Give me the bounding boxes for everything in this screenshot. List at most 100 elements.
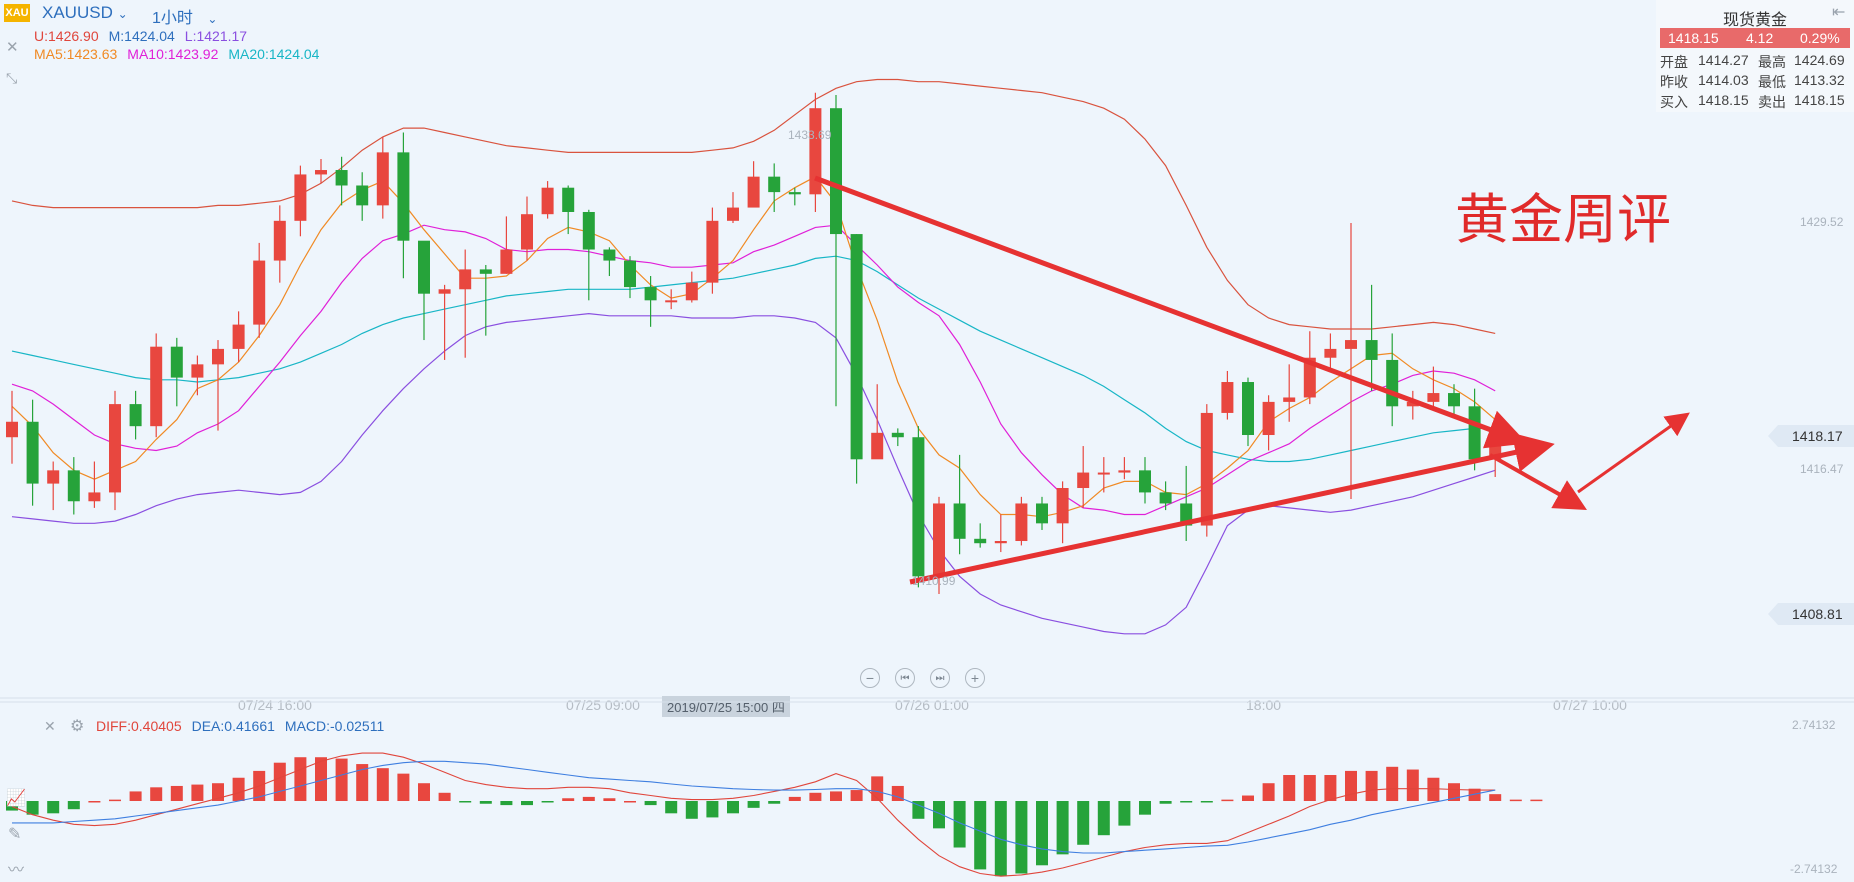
current-price-tag: 1418.17 [1768,425,1854,447]
zoom-in-button[interactable]: + [965,668,985,688]
candle-body [871,432,884,460]
ohlc-u: U:1426.90 [34,28,99,44]
macd-dea: DEA:0.41661 [191,718,275,734]
macd-hist-bar [1036,801,1048,866]
time-cursor-label: 2019/07/25 15:00 四 [662,696,790,717]
candle-body [933,503,945,577]
boll-lower-line [11,312,1496,635]
macd-hist-bar [809,792,822,801]
up-scenario-arrow [1577,412,1690,494]
macd-hist-bar [67,801,80,810]
macd-hist-bar [891,785,904,801]
candle-body [335,170,348,186]
candle-body [47,470,60,484]
boll-upper-line [11,78,1496,334]
down-scenario-arrow [1489,453,1587,510]
candle-body [232,324,245,349]
candle-body [644,287,657,301]
ask-value: 1418.15 [1794,92,1845,108]
panel-toggle-icon[interactable]: ⇤ [1832,4,1846,21]
scroll-end-button[interactable]: ⏭ [930,668,950,688]
time-label-5: 07/27 10:00 [1553,697,1627,713]
ma10-value: MA10:1423.92 [127,46,219,62]
macd-hist-bar [1345,770,1357,801]
price-change-pct: 0.29% [1800,30,1840,46]
zoom-out-button[interactable]: − [860,668,880,688]
ohlc-legend: U:1426.90 M:1424.04 L:1421.17 [34,28,257,44]
draw-tool-icon[interactable]: ✎ [8,826,22,843]
time-label-3: 07/26 01:00 [895,697,969,713]
macd-hist-bar [150,787,163,801]
macd-hist-bar [1159,801,1172,804]
candle-body [685,282,698,301]
macd-chart[interactable] [0,700,1854,882]
price-tick-2: 1416.47 [1800,462,1844,476]
high-marker: 1433.69 [788,128,832,142]
candle-body [253,260,266,325]
candle-body [500,249,513,274]
period-selector[interactable]: 1小时 ⌄ [152,4,217,28]
candle-body [624,260,636,288]
candle-body [1324,348,1337,358]
candle-body [1139,470,1151,493]
candle-body [541,187,554,215]
close-icon[interactable]: ✕ [6,39,19,56]
candle-body [88,492,101,502]
macd-hist-bar [788,796,801,801]
macd-hist-bar [479,801,492,804]
annotation-title: 黄金周评 [1455,188,1671,251]
candle-body [67,470,80,502]
macd-hist-bar [830,791,842,801]
chevron-down-icon: ⌄ [207,12,218,26]
close-macd-icon[interactable]: ✕ [44,718,56,734]
quote-panel: 现货黄金 ⇤ 1418.15 4.12 0.29% 开盘 1414.27 最高 … [1656,0,1854,112]
scroll-start-button[interactable]: ⏮ [895,668,915,688]
ma20-value: MA20:1424.04 [228,46,320,62]
candle-body [1427,393,1440,402]
macd-hist-bar [1056,801,1069,855]
symbol-logo: XAU [4,4,30,22]
macd-hist-bar [1324,775,1337,801]
wave-icon[interactable]: 〰 [8,862,25,879]
symbol-name: XAUUSD [42,3,113,22]
macd-hist-bar [644,801,657,806]
macd-hist-bar [191,784,204,801]
price-chart[interactable] [0,0,1854,700]
candle-body [1468,406,1481,460]
candle-body [1200,412,1213,526]
macd-hist-bar [6,801,18,811]
macd-hist-bar [459,801,472,803]
candle-body [994,541,1007,544]
collapse-icon[interactable]: ⤡ [6,70,18,86]
price-change: 4.12 [1746,30,1774,46]
bid-value: 1418.15 [1698,92,1749,108]
macd-hist-bar [582,796,595,801]
macd-hist-bar [747,801,760,808]
macd-hist-bar [1468,788,1481,801]
indicator-icon[interactable]: 📈 [6,790,26,807]
candle-body [1097,472,1110,475]
symbol-selector[interactable]: XAUUSD ⌄ [42,3,128,23]
macd-diff-line [11,752,1496,877]
low-marker: 1410.99 [912,574,956,588]
candle-body [1015,503,1028,542]
period-label: 1小时 [152,10,193,27]
macd-hist-bar [871,776,884,801]
candle-body [603,249,616,261]
gear-icon[interactable]: ⚙ [70,718,85,735]
candle-body [1118,470,1131,473]
macd-hist-bar [273,762,286,801]
candle-body [438,289,451,294]
high-value: 1424.69 [1794,52,1845,68]
macd-hist-bar [109,799,121,802]
last-price: 1418.15 [1668,30,1719,46]
price-bar: 1418.15 4.12 0.29% [1660,28,1850,48]
candle-body [727,207,739,221]
candle-body [912,437,925,577]
macd-hist-bar [170,785,183,801]
macd-hist-bar [665,801,678,814]
candle-body [212,348,224,365]
macd-hist-bar [850,790,863,801]
bid-label: 买入 [1660,94,1688,110]
candle-body [768,176,781,193]
